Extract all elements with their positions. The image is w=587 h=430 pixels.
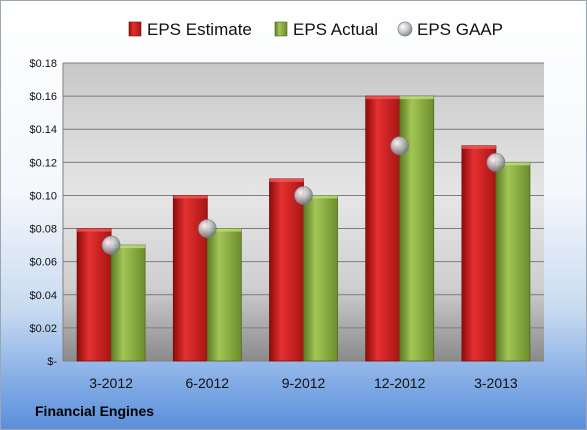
y-tick-label: $0.10 [29, 190, 57, 202]
legend-label: EPS GAAP [417, 20, 503, 39]
y-tick-label: $0.18 [29, 58, 57, 70]
bar-cap [111, 245, 146, 249]
y-tick-label: $0.08 [29, 224, 57, 236]
bar-eps-estimate [461, 145, 497, 362]
y-tick-label: $0.06 [29, 257, 57, 269]
y-tick-label: $- [47, 356, 57, 368]
bar-eps-estimate [365, 95, 401, 362]
bar-cap [365, 96, 400, 100]
bar-eps-actual [495, 161, 531, 362]
bar-eps-actual [206, 228, 242, 362]
x-tick-label: 9-2012 [282, 375, 326, 391]
legend-label: EPS Actual [293, 20, 378, 39]
bar-eps-actual [399, 95, 435, 362]
x-tick-label: 3-2013 [474, 375, 518, 391]
company-name: Financial Engines [35, 403, 155, 419]
marker-eps-gaap [101, 235, 121, 255]
bar-cap [461, 145, 496, 149]
bar-cap [207, 228, 242, 232]
bar-eps-estimate [76, 228, 112, 362]
x-tick-label: 12-2012 [374, 375, 426, 391]
bar-eps-estimate [172, 195, 208, 362]
bar-cap [303, 195, 338, 199]
marker-eps-gaap [390, 136, 410, 156]
y-tick-label: $0.14 [29, 124, 57, 136]
legend-item: EPS Actual [274, 20, 378, 39]
legend-swatch-eps-actual [274, 21, 288, 37]
legend-item: EPS GAAP [397, 20, 503, 39]
legend-swatch-eps-gaap [397, 21, 413, 37]
x-tick-label: 3-2012 [89, 375, 133, 391]
legend-label: EPS Estimate [147, 20, 252, 39]
legend-item: EPS Estimate [128, 20, 252, 39]
legend-swatch-eps-estimate [128, 21, 142, 37]
bar-cap [399, 96, 434, 100]
bar-cap [77, 228, 112, 232]
y-tick-label: $0.16 [29, 91, 57, 103]
bar-eps-estimate [269, 178, 304, 362]
marker-eps-gaap [294, 186, 313, 205]
y-tick-label: $0.12 [29, 157, 57, 169]
marker-eps-gaap [486, 152, 506, 172]
bar-cap [269, 178, 304, 182]
bar-eps-actual [303, 195, 338, 362]
y-tick-label: $0.04 [29, 290, 57, 302]
x-tick-label: 6-2012 [186, 375, 230, 391]
marker-eps-gaap [197, 219, 217, 238]
bar-cap [173, 195, 208, 199]
bar-cap [495, 162, 530, 166]
y-tick-label: $0.02 [29, 323, 57, 335]
bar-eps-actual [110, 244, 146, 362]
